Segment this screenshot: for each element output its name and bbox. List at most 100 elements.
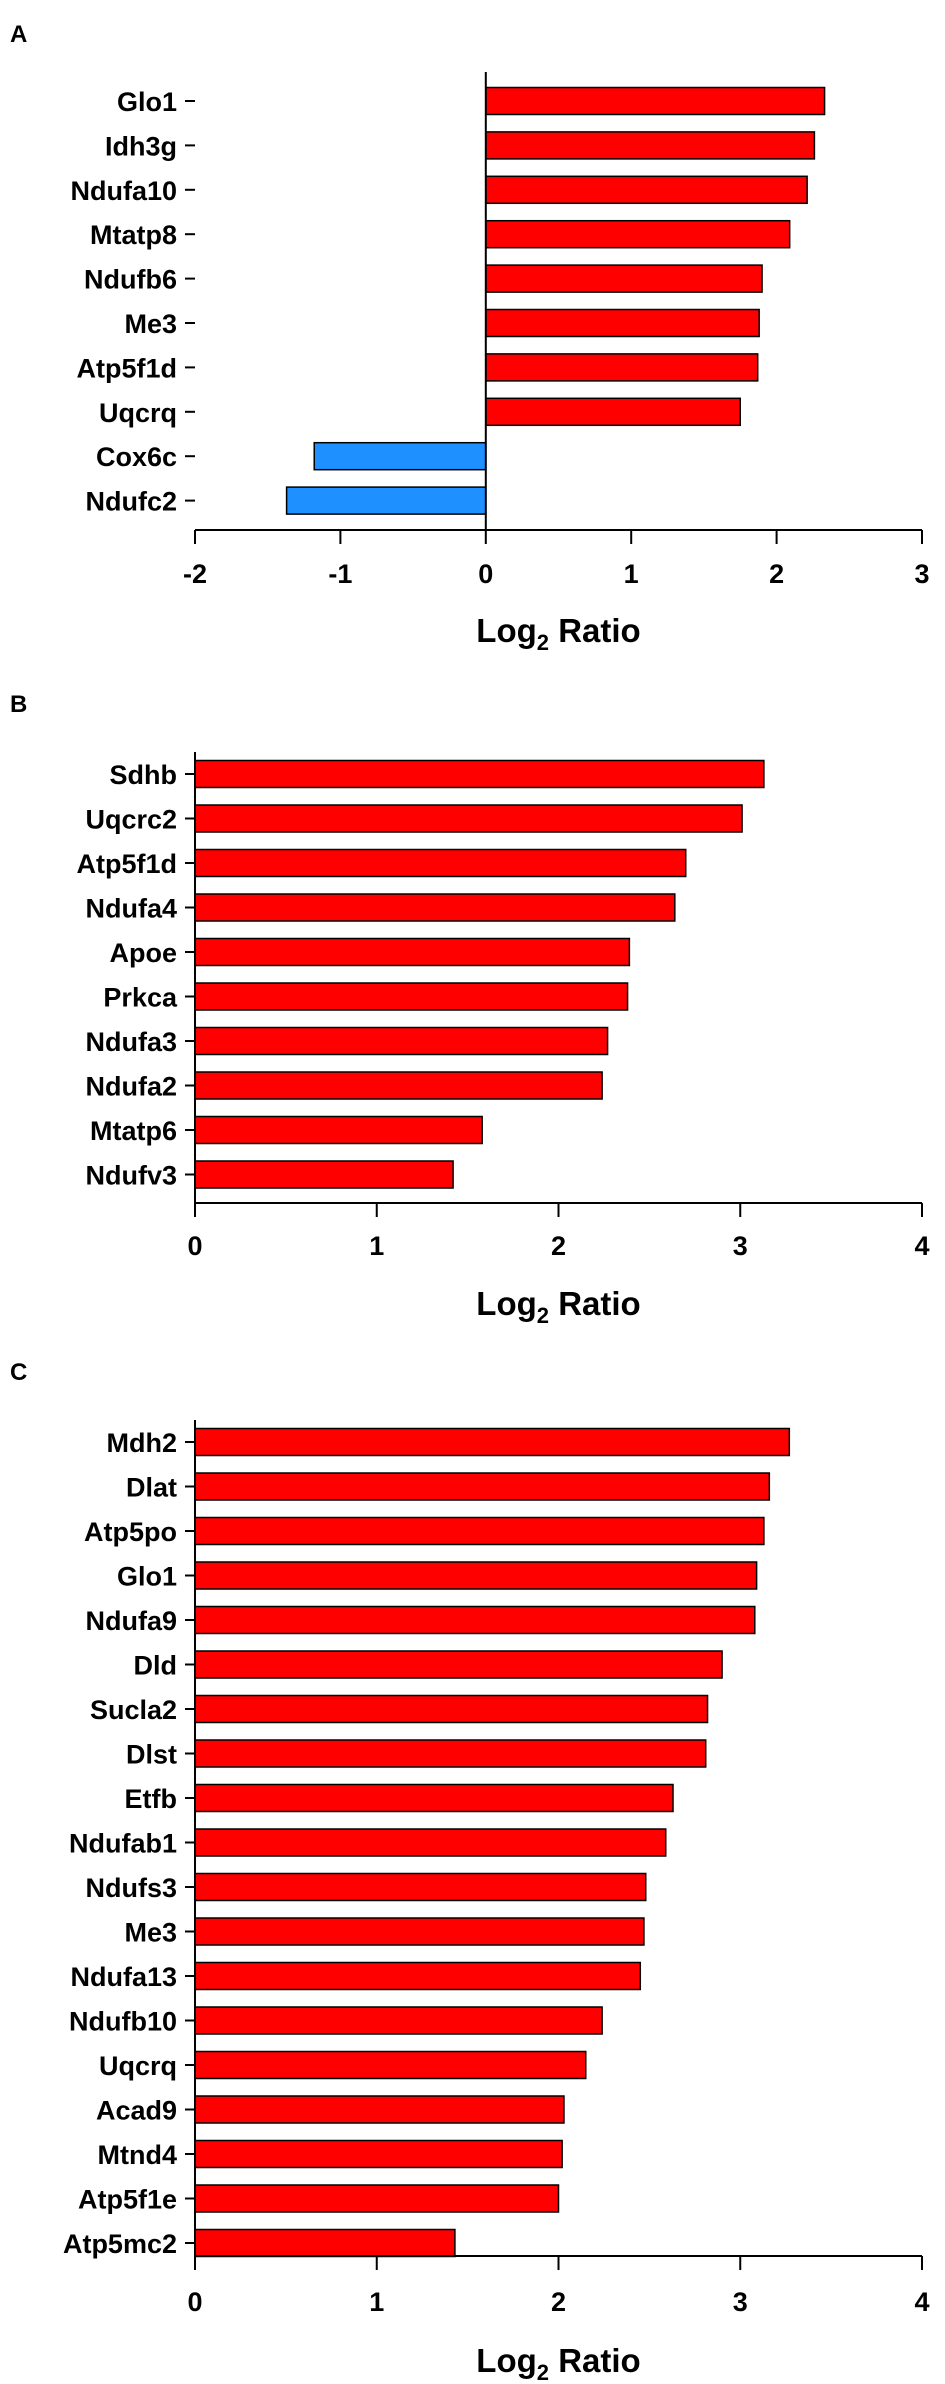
x-tick-label: 1 [369, 1231, 384, 1261]
bar-dlst [194, 1739, 707, 1768]
panel-letter: C [10, 1359, 27, 1386]
category-label: Atp5mc2 [63, 2229, 177, 2259]
category-label: Sucla2 [90, 1695, 177, 1725]
x-tick-label: 0 [478, 559, 493, 589]
bar-prkca [194, 982, 629, 1011]
category-label: Mtatp8 [90, 220, 177, 250]
x-tick-label: 3 [914, 559, 929, 589]
bar-glo1 [194, 1561, 758, 1590]
category-label: Glo1 [117, 87, 177, 117]
bar-atp5f1e [194, 2184, 560, 2213]
category-label: Atp5f1d [77, 849, 178, 879]
category-label: Ndufa4 [85, 894, 177, 924]
category-label: Ndufc2 [85, 487, 177, 517]
category-label: Uqcrq [99, 398, 177, 428]
bar-atp5f1d [194, 848, 687, 878]
category-label: Acad9 [96, 2096, 177, 2126]
category-label: Uqcrq [99, 2051, 177, 2081]
bar-me3 [485, 308, 760, 338]
x-tick-label: 1 [624, 559, 639, 589]
category-label: Ndufb10 [69, 2007, 177, 2037]
bar-ndufa9 [194, 1605, 756, 1635]
category-label: Ndufab1 [69, 1829, 177, 1859]
category-label: Idh3g [105, 131, 177, 161]
category-label: Sdhb [110, 760, 178, 790]
bar-ndufa13 [194, 1961, 642, 1991]
category-label: Ndufa10 [70, 176, 177, 206]
x-tick-label: 3 [733, 1231, 748, 1261]
x-axis-title: Log2 Ratio [476, 2342, 640, 2384]
bar-ndufv3 [194, 1160, 454, 1189]
category-label: Mdh2 [107, 1428, 178, 1458]
category-label: Dld [134, 1651, 178, 1681]
panel-b: B Sdhb Uqcrc2 Atp5f1d Ndufa4 Apoe Prkca Ndufa3 N… [10, 691, 930, 1328]
bar-ndufa2 [194, 1071, 603, 1100]
category-label: Mtatp6 [90, 1116, 177, 1146]
bar-apoe [194, 937, 631, 967]
bar-idh3g [485, 131, 816, 160]
bar-uqcrq [194, 2050, 587, 2080]
x-tick-label: 4 [914, 2287, 929, 2317]
bar-sucla2 [194, 1694, 709, 1724]
x-tick-label: 0 [187, 2287, 202, 2317]
category-label: Ndufs3 [85, 1873, 177, 1903]
bar-ndufab1 [194, 1828, 667, 1857]
category-label: Glo1 [117, 1562, 177, 1592]
category-label: Atp5f1e [78, 2185, 177, 2215]
bar-mtnd4 [194, 2139, 563, 2169]
x-tick-label: 4 [914, 1231, 929, 1261]
bar-uqcrc2 [194, 804, 743, 833]
category-label: Atp5f1d [77, 353, 178, 383]
bar-ndufb10 [194, 2006, 603, 2035]
x-tick-label: 0 [187, 1231, 202, 1261]
bar-cox6c [313, 441, 487, 471]
bar-atp5mc2 [194, 2228, 456, 2258]
panel-c: C Mdh2 Dlat Atp5po Glo1 Ndufa9 Dld Sucla2 Dlst Et… [10, 1359, 930, 2384]
bar-sdhb [194, 759, 765, 789]
category-label: Apoe [110, 938, 178, 968]
x-tick-label: -2 [183, 559, 207, 589]
bar-uqcrq [485, 397, 741, 427]
bar-atp5po [194, 1516, 765, 1546]
category-label: Ndufb6 [84, 265, 177, 295]
x-tick-label: 3 [733, 2287, 748, 2317]
bar-ndufa4 [194, 893, 676, 922]
x-axis-title: Log2 Ratio [476, 612, 640, 655]
x-tick-label: -1 [328, 559, 352, 589]
panel-letter: A [10, 21, 27, 48]
bar-acad9 [194, 2095, 565, 2124]
panel-a: A Glo1 Idh3g Ndufa10 Mtatp8 Ndufb6 Me3 Atp5f1d U… [10, 21, 930, 655]
bar-ndufc2 [285, 486, 487, 515]
x-tick-label: 2 [551, 1231, 566, 1261]
bar-glo1 [485, 86, 826, 116]
category-label: Prkca [103, 983, 178, 1013]
panel-letter: B [10, 691, 27, 718]
bar-mdh2 [194, 1427, 791, 1457]
bar-dlat [194, 1472, 771, 1501]
category-label: Cox6c [96, 442, 177, 472]
category-label: Dlat [126, 1473, 177, 1503]
category-label: Atp5po [84, 1517, 177, 1547]
x-tick-label: 1 [369, 2287, 384, 2317]
category-label: Me3 [124, 309, 177, 339]
bar-etfb [194, 1783, 674, 1813]
category-label: Ndufv3 [85, 1161, 177, 1191]
category-label: Mtnd4 [98, 2140, 177, 2170]
bar-ndufa3 [194, 1026, 609, 1056]
bar-ndufa10 [485, 175, 808, 205]
category-label: Ndufa9 [85, 1606, 177, 1636]
category-label: Dlst [126, 1740, 177, 1770]
category-label: Ndufa13 [70, 1962, 177, 1992]
bar-ndufs3 [194, 1872, 647, 1902]
x-tick-label: 2 [551, 2287, 566, 2317]
category-label: Me3 [124, 1918, 177, 1948]
bar-mtatp8 [485, 219, 791, 249]
bar-me3 [194, 1917, 645, 1946]
category-label: Ndufa3 [85, 1027, 177, 1057]
x-axis-title: Log2 Ratio [476, 1285, 640, 1328]
bar-ndufb6 [485, 264, 763, 293]
x-tick-label: 2 [769, 559, 784, 589]
category-label: Uqcrc2 [85, 805, 177, 835]
bar-mtatp6 [194, 1115, 483, 1145]
